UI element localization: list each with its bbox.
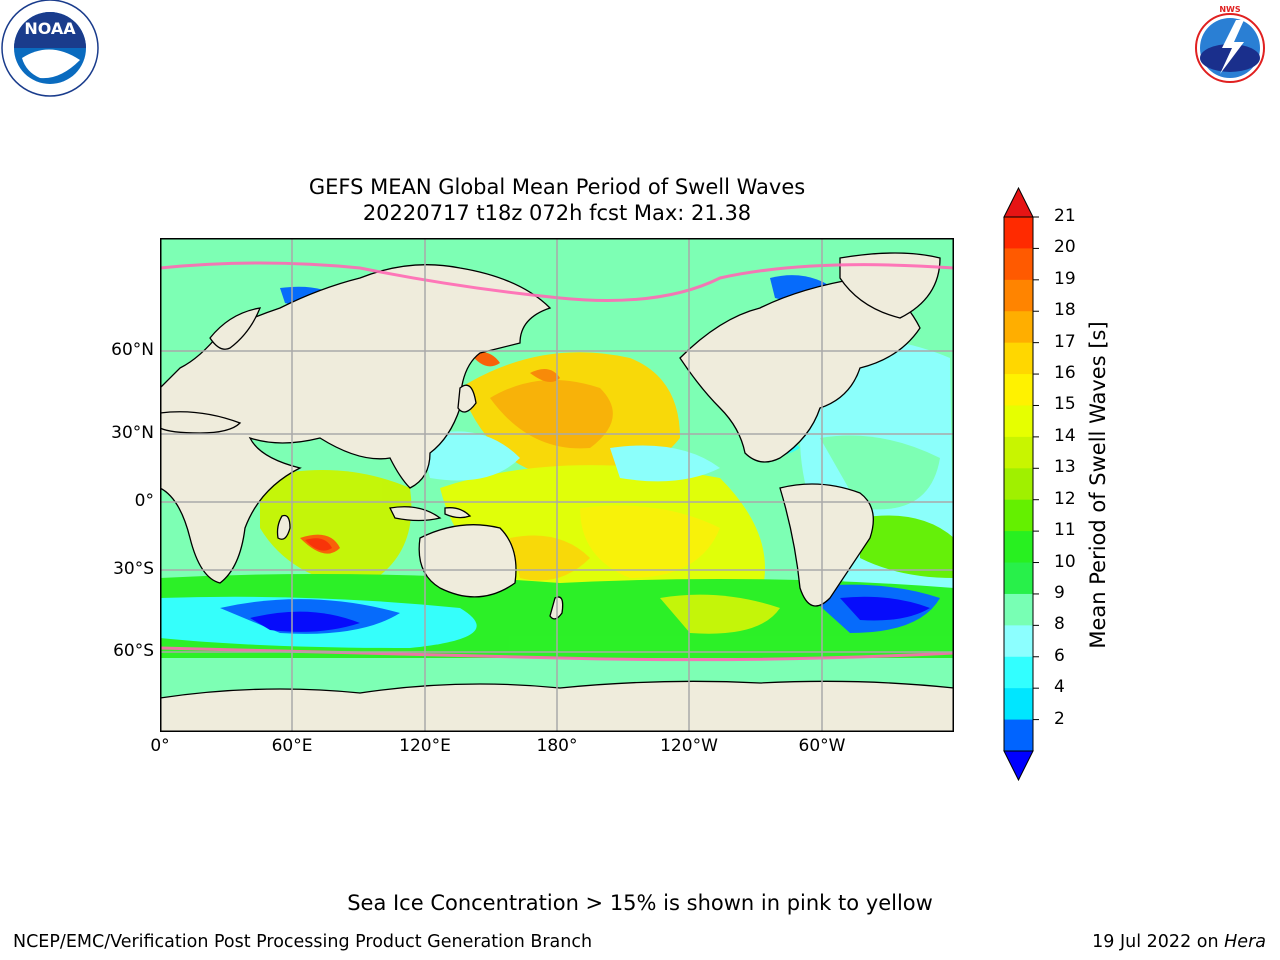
colorbar-tick-label: 11 bbox=[1054, 520, 1076, 541]
noaa-logo: NOAA bbox=[0, 0, 104, 100]
colorbar-swatch bbox=[1004, 688, 1033, 721]
lat-tick-30n: 30°N bbox=[111, 423, 154, 443]
colorbar-swatch bbox=[1004, 656, 1033, 689]
colorbar-over-arrow bbox=[1003, 186, 1034, 218]
lat-tick-30s: 30°S bbox=[113, 559, 154, 579]
colorbar bbox=[1003, 186, 1039, 782]
colorbar-tick-label: 18 bbox=[1054, 300, 1076, 321]
colorbar-tick-label: 19 bbox=[1054, 268, 1076, 289]
colorbar-tick-label: 6 bbox=[1054, 645, 1065, 666]
lat-tick-eq: 0° bbox=[134, 491, 154, 511]
colorbar-tick-label: 10 bbox=[1054, 551, 1076, 572]
nws-logo: NWS bbox=[1178, 0, 1280, 100]
colorbar-tick-label: 20 bbox=[1054, 237, 1076, 258]
colorbar-swatch bbox=[1004, 625, 1033, 658]
colorbar-tick-label: 14 bbox=[1054, 425, 1076, 446]
lon-tick-60w: 60°W bbox=[798, 736, 846, 756]
colorbar-swatch bbox=[1004, 468, 1033, 501]
colorbar-swatch bbox=[1004, 311, 1033, 344]
swell-period-map bbox=[160, 238, 954, 732]
date-label: 19 Jul 2022 on bbox=[1092, 932, 1219, 952]
lon-tick-60e: 60°E bbox=[271, 736, 313, 756]
colorbar-swatch bbox=[1004, 405, 1033, 438]
date-text: 19 Jul 2022 on Hera bbox=[1092, 932, 1266, 952]
host-name: Hera bbox=[1224, 932, 1266, 952]
colorbar-swatch bbox=[1004, 374, 1033, 406]
lon-tick-180: 180° bbox=[536, 736, 578, 756]
colorbar-tick-label: 13 bbox=[1054, 457, 1076, 478]
colorbar-swatch bbox=[1004, 593, 1033, 626]
colorbar-tick-label: 2 bbox=[1054, 708, 1065, 729]
colorbar-title: Mean Period of Swell Waves [s] bbox=[1086, 321, 1110, 649]
nws-logo-ring-text: NWS bbox=[1219, 5, 1241, 14]
lat-tick-60n: 60°N bbox=[111, 340, 154, 360]
swell-field-patches bbox=[160, 275, 954, 658]
noaa-logo-text: NOAA bbox=[24, 19, 76, 38]
colorbar-tick-label: 9 bbox=[1054, 582, 1065, 603]
lat-tick-60s: 60°S bbox=[113, 641, 154, 661]
colorbar-tick-label: 4 bbox=[1054, 677, 1065, 698]
colorbar-swatch bbox=[1004, 499, 1033, 532]
colorbar-swatch bbox=[1004, 562, 1033, 595]
sea-ice-note: Sea Ice Concentration > 15% is shown in … bbox=[347, 891, 933, 915]
colorbar-tick-label: 12 bbox=[1054, 488, 1076, 509]
colorbar-tick-label: 15 bbox=[1054, 394, 1076, 415]
colorbar-swatch bbox=[1004, 217, 1033, 249]
credit-text: NCEP/EMC/Verification Post Processing Pr… bbox=[13, 932, 593, 952]
colorbar-tick-label: 8 bbox=[1054, 614, 1065, 635]
colorbar-outline bbox=[1003, 216, 1034, 752]
colorbar-swatch bbox=[1004, 279, 1033, 312]
colorbar-under-arrow bbox=[1003, 750, 1034, 782]
lon-tick-120e: 120°E bbox=[399, 736, 451, 756]
colorbar-swatch bbox=[1004, 248, 1033, 281]
colorbar-swatch bbox=[1004, 436, 1033, 469]
colorbar-tick-label: 17 bbox=[1054, 331, 1076, 352]
colorbar-tick-label: 21 bbox=[1054, 206, 1076, 226]
colorbar-tick-label: 16 bbox=[1054, 363, 1076, 384]
colorbar-swatch bbox=[1004, 342, 1033, 375]
colorbar-swatch bbox=[1004, 531, 1033, 564]
sea-ice-edges bbox=[160, 261, 954, 662]
chart-subtitle: 20220717 t18z 072h fcst Max: 21.38 bbox=[362, 201, 752, 225]
lon-tick-0: 0° bbox=[150, 736, 170, 756]
land bbox=[160, 252, 954, 732]
graticule bbox=[160, 238, 954, 732]
colorbar-swatch bbox=[1004, 719, 1033, 752]
lon-tick-120w: 120°W bbox=[660, 736, 718, 756]
chart-title: GEFS MEAN Global Mean Period of Swell Wa… bbox=[308, 175, 806, 199]
